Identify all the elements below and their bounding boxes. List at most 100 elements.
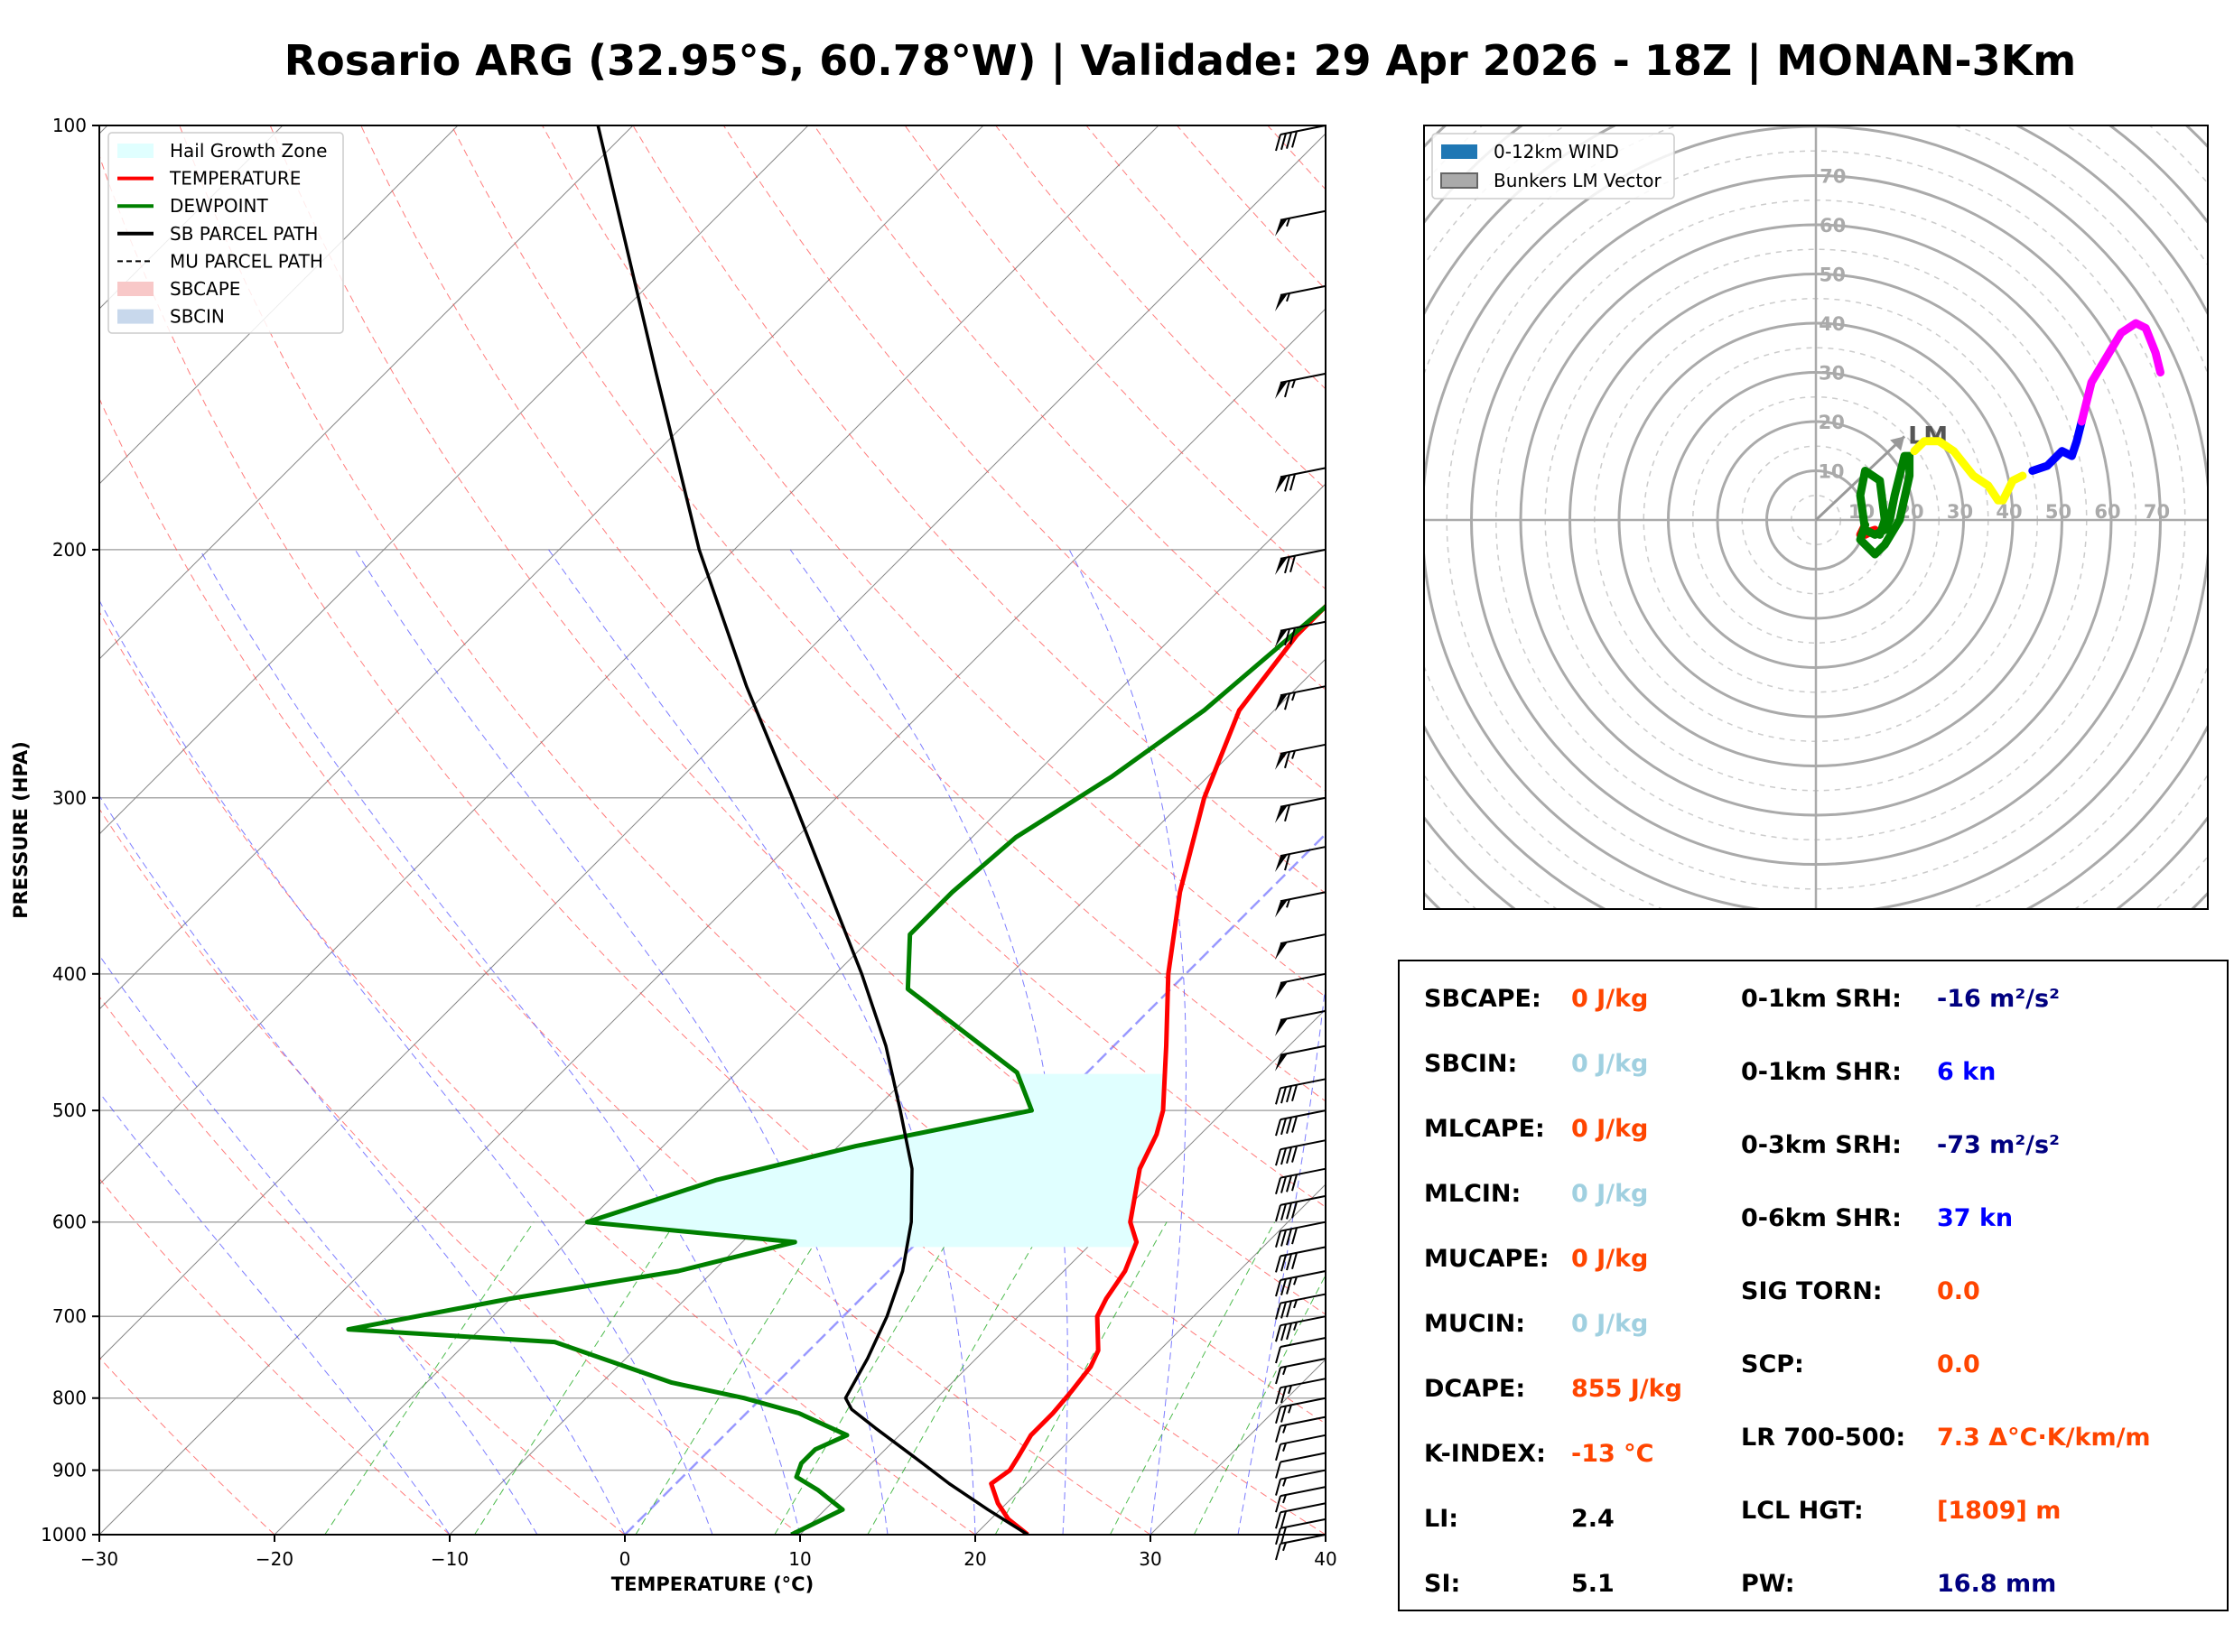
wind-barb <box>1275 548 1326 575</box>
wind-barb <box>1275 125 1326 152</box>
param-label: LCL HGT: <box>1741 1497 1864 1525</box>
mixing-ratio-line <box>635 1221 829 1535</box>
x-tick-label: 30 <box>1139 1548 1161 1570</box>
param-label: MLCIN: <box>1424 1180 1522 1208</box>
param-value: 855 J/kg <box>1571 1375 1682 1403</box>
y-tick-label: 900 <box>52 1460 87 1481</box>
skew-t-plot-frame <box>98 125 1326 1536</box>
x-tick-label: 0 <box>619 1548 631 1570</box>
param-value: 7.3 Δ°C·K/km/m <box>1937 1424 2151 1452</box>
y-tick-label: 200 <box>52 539 87 561</box>
y-tick-label: 500 <box>52 1100 87 1121</box>
y-tick-label: 800 <box>52 1387 87 1409</box>
dewpoint-line <box>346 603 1326 1535</box>
param-label: MUCAPE: <box>1424 1245 1550 1273</box>
wind-barb <box>1275 1469 1326 1496</box>
param-value: 0 J/kg <box>1571 1115 1649 1143</box>
moist-adiabat <box>354 549 889 1535</box>
param-value: 0.0 <box>1937 1350 1980 1378</box>
wind-barb <box>1275 743 1326 770</box>
moist-adiabat <box>99 794 626 1535</box>
wind-barb <box>1275 972 1326 999</box>
legend-label: TEMPERATURE <box>169 168 301 190</box>
y-tick-label: 1000 <box>41 1524 87 1545</box>
wind-barb <box>1275 467 1326 494</box>
param-label: 0-3km SRH: <box>1741 1131 1902 1159</box>
wind-barb <box>1275 1397 1326 1424</box>
param-value: -16 m²/s² <box>1937 985 2060 1013</box>
legend-label: Hail Growth Zone <box>170 140 327 162</box>
param-label: SIG TORN: <box>1741 1277 1883 1305</box>
moist-adiabat <box>1068 549 1187 1535</box>
dry-adiabat <box>632 125 1326 895</box>
dry-adiabat <box>360 125 1326 1208</box>
wind-barb <box>1275 1269 1326 1297</box>
legend-swatch <box>117 144 154 158</box>
moist-adiabat <box>1237 980 1326 1535</box>
dry-adiabat <box>542 125 1326 998</box>
wind-barb <box>1275 1315 1326 1342</box>
param-label: DCAPE: <box>1424 1375 1526 1403</box>
x-tick-label: −20 <box>256 1548 293 1570</box>
param-value: 0 J/kg <box>1571 1180 1649 1208</box>
y-axis-label: PRESSURE (HPA) <box>10 741 32 919</box>
y-tick-label: 300 <box>52 787 87 809</box>
isotherm <box>99 133 1326 1360</box>
wind-barb <box>1275 1109 1326 1137</box>
legend-swatch <box>117 309 154 324</box>
wind-barb <box>1275 1009 1326 1036</box>
wind-barb <box>1275 1194 1326 1222</box>
legend-swatch <box>117 282 154 296</box>
wind-barb <box>1275 1534 1326 1561</box>
wind-barb <box>1275 1044 1326 1072</box>
param-label: PW: <box>1741 1570 1795 1598</box>
wind-barb <box>1275 1337 1326 1364</box>
param-value: 0 J/kg <box>1571 1245 1649 1273</box>
wind-barb <box>1275 284 1326 311</box>
x-tick-label: −10 <box>431 1548 469 1570</box>
wind-barb <box>1275 796 1326 823</box>
param-value: 16.8 mm <box>1937 1570 2057 1598</box>
wind-barb <box>1275 372 1326 399</box>
mixing-ratio-line <box>994 1221 1168 1535</box>
isotherm <box>99 125 634 660</box>
param-value: 37 kn <box>1937 1204 2014 1232</box>
param-label: SBCAPE: <box>1424 985 1541 1013</box>
param-value: 0.0 <box>1937 1277 1980 1305</box>
param-value: [1809] m <box>1937 1497 2062 1525</box>
isotherm <box>624 832 1326 1535</box>
param-label: LI: <box>1424 1505 1459 1533</box>
isotherm <box>99 125 984 1010</box>
wind-barb <box>1275 891 1326 918</box>
param-value: 6 kn <box>1937 1058 1997 1086</box>
skew-t-legend: Hail Growth Zone TEMPERATURE DEWPOINT SB PA… <box>107 132 344 334</box>
moist-adiabat <box>99 1091 451 1535</box>
mixing-ratio-line <box>1109 1221 1276 1535</box>
mixing-ratio-line <box>474 1221 676 1535</box>
x-tick-label: 40 <box>1314 1548 1336 1570</box>
param-label: SI: <box>1424 1570 1461 1598</box>
param-label: K-INDEX: <box>1424 1440 1546 1468</box>
wind-barb <box>1275 1517 1326 1545</box>
param-value: -73 m²/s² <box>1937 1131 2060 1159</box>
x-tick-label: −30 <box>80 1548 118 1570</box>
param-value: 5.1 <box>1571 1570 1615 1598</box>
mixing-ratio-line <box>324 1221 535 1535</box>
legend-label: DEWPOINT <box>170 195 268 217</box>
legend-label: SBCAPE <box>170 278 240 300</box>
param-label: 0-1km SRH: <box>1741 985 1902 1013</box>
param-value: 0 J/kg <box>1571 985 1649 1013</box>
wind-barb <box>1275 1452 1326 1479</box>
wind-barb <box>1275 1246 1326 1273</box>
y-tick-label: 400 <box>52 963 87 985</box>
param-value: -13 °C <box>1571 1440 1654 1468</box>
param-label: 0-1km SHR: <box>1741 1058 1902 1086</box>
wind-barb <box>1275 846 1326 873</box>
legend-label: SBCIN <box>170 306 225 328</box>
wind-barb <box>1275 1139 1326 1166</box>
y-tick-label: 600 <box>52 1211 87 1233</box>
wind-barb <box>1275 685 1326 712</box>
wind-barb <box>1275 1357 1326 1385</box>
wind-barb <box>1275 1167 1326 1194</box>
